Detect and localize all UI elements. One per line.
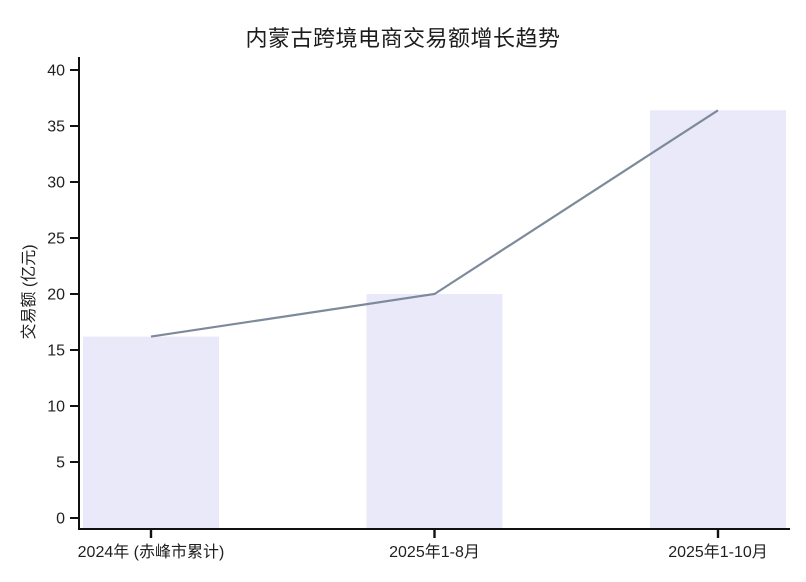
- x-tick-label: 2025年1-10月: [668, 543, 768, 561]
- x-tick-label: 2024年 (赤峰市累计): [78, 543, 225, 561]
- trend-line: [150, 109, 719, 338]
- axes-spines: [78, 57, 790, 530]
- bar: [650, 110, 786, 529]
- bar: [366, 294, 503, 529]
- y-tick-label: 15: [47, 343, 65, 360]
- y-tick-label: 20: [47, 287, 65, 304]
- y-tick-label: 30: [47, 175, 65, 192]
- x-tick-label: 2025年1-8月: [389, 543, 480, 561]
- y-tick-label: 25: [47, 231, 65, 248]
- y-tick-label: 40: [47, 63, 65, 80]
- y-tick-label: 35: [47, 119, 65, 136]
- y-tick-label: 5: [56, 455, 65, 472]
- y-tick-label: 0: [56, 511, 65, 528]
- bar: [83, 336, 219, 529]
- y-tick-label: 10: [47, 399, 65, 416]
- chart-title: 内蒙古跨境电商交易额增长趋势: [245, 26, 561, 51]
